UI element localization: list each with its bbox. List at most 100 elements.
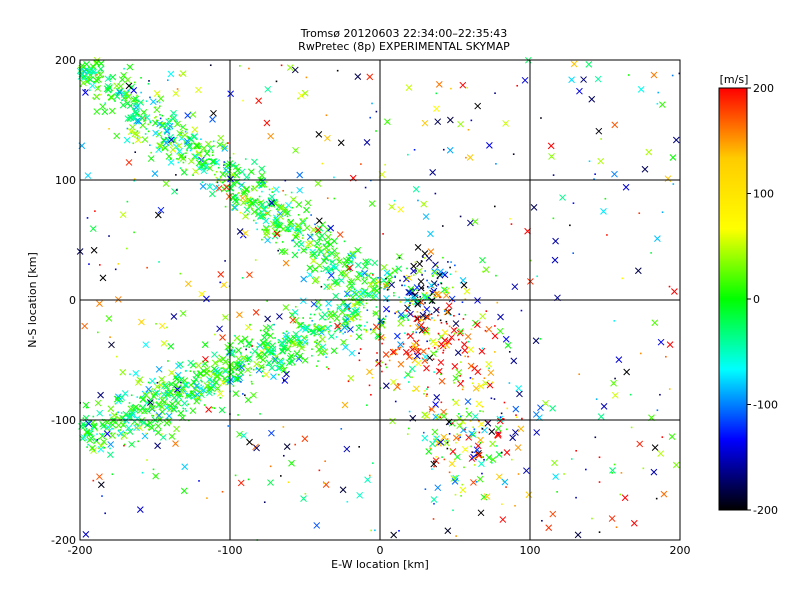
scatter-point xyxy=(163,383,170,390)
scatter-point xyxy=(291,308,299,316)
scatter-point xyxy=(413,284,421,291)
scatter-point xyxy=(393,199,396,202)
scatter-point xyxy=(417,348,420,350)
scatter-point xyxy=(158,398,160,401)
colorbar-gradient xyxy=(718,87,748,511)
scatter-point xyxy=(187,403,189,406)
scatter-point xyxy=(454,332,456,335)
scatter-point xyxy=(168,382,171,385)
scatter-point xyxy=(456,329,464,337)
scatter-point xyxy=(494,92,496,95)
scatter-point xyxy=(432,275,434,277)
scatter-point xyxy=(398,257,401,259)
scatter-point xyxy=(234,334,236,337)
scatter-point xyxy=(459,375,461,377)
scatter-point xyxy=(390,531,398,539)
scatter-point xyxy=(532,411,540,418)
scatter-point xyxy=(450,261,452,263)
scatter-point xyxy=(445,291,448,294)
scatter-point xyxy=(216,141,224,149)
scatter-point xyxy=(134,103,136,105)
scatter-point xyxy=(329,258,336,266)
scatter-point xyxy=(133,107,135,110)
scatter-point xyxy=(440,282,443,285)
scatter-point xyxy=(422,309,424,311)
scatter-point xyxy=(239,211,242,214)
x-axis-label: E-W location [km] xyxy=(331,558,429,571)
scatter-point xyxy=(129,123,136,131)
scatter-point xyxy=(547,142,555,150)
scatter-point xyxy=(304,492,307,495)
scatter-point xyxy=(127,128,135,135)
scatter-point xyxy=(551,459,558,467)
scatter-point xyxy=(200,138,202,141)
scatter-point xyxy=(113,395,121,403)
scatter-point xyxy=(137,440,139,443)
scatter-point xyxy=(272,219,280,226)
scatter-point xyxy=(437,283,440,286)
scatter-point xyxy=(136,424,143,431)
scatter-point xyxy=(140,109,148,116)
scatter-point xyxy=(126,200,129,203)
scatter-point xyxy=(139,397,141,399)
scatter-point xyxy=(512,429,519,436)
scatter-point xyxy=(296,171,304,179)
scatter-point xyxy=(252,219,255,222)
scatter-point xyxy=(297,213,300,216)
scatter-point xyxy=(261,351,269,358)
scatter-point xyxy=(446,447,449,450)
scatter-point xyxy=(366,404,368,406)
scatter-point xyxy=(341,274,344,277)
scatter-point xyxy=(101,433,104,435)
scatter-point xyxy=(429,408,431,411)
scatter-point xyxy=(264,236,271,244)
scatter-point xyxy=(149,96,151,99)
scatter-point xyxy=(327,308,329,310)
scatter-point xyxy=(517,473,520,475)
scatter-point xyxy=(457,120,464,128)
scatter-point xyxy=(213,407,216,409)
scatter-point xyxy=(542,399,549,407)
scatter-point xyxy=(240,190,248,197)
scatter-point xyxy=(164,417,172,425)
scatter-point xyxy=(189,149,192,152)
scatter-point xyxy=(216,356,224,364)
scatter-point xyxy=(408,410,411,413)
scatter-point xyxy=(130,418,133,421)
scatter-point xyxy=(220,172,223,174)
scatter-point xyxy=(227,425,230,427)
scatter-point xyxy=(448,309,450,311)
scatter-point xyxy=(194,393,202,401)
scatter-point xyxy=(408,365,416,373)
scatter-point xyxy=(160,398,168,406)
scatter-point xyxy=(409,302,411,304)
scatter-point xyxy=(471,378,474,380)
scatter-point xyxy=(494,430,502,438)
scatter-point xyxy=(488,367,490,370)
scatter-point xyxy=(435,92,438,95)
scatter-point xyxy=(311,354,313,357)
scatter-point xyxy=(485,454,493,461)
scatter-point xyxy=(274,337,276,339)
scatter-point xyxy=(324,134,331,142)
scatter-point xyxy=(309,317,311,319)
scatter-point xyxy=(658,101,666,108)
scatter-point xyxy=(671,74,674,77)
scatter-point xyxy=(281,241,284,243)
scatter-point xyxy=(108,107,116,115)
scatter-point xyxy=(352,251,355,254)
scatter-point xyxy=(277,358,285,366)
scatter-point xyxy=(411,376,413,379)
scatter-point xyxy=(380,264,388,271)
scatter-point xyxy=(483,458,485,461)
scatter-point xyxy=(422,213,430,220)
scatter-point xyxy=(152,415,155,417)
scatter-point xyxy=(458,437,460,440)
scatter-point xyxy=(287,218,295,226)
scatter-point xyxy=(216,325,223,333)
scatter-point xyxy=(431,301,434,304)
scatter-point xyxy=(108,75,111,78)
scatter-point xyxy=(204,167,207,170)
scatter-point xyxy=(95,76,102,83)
scatter-point xyxy=(475,451,483,459)
